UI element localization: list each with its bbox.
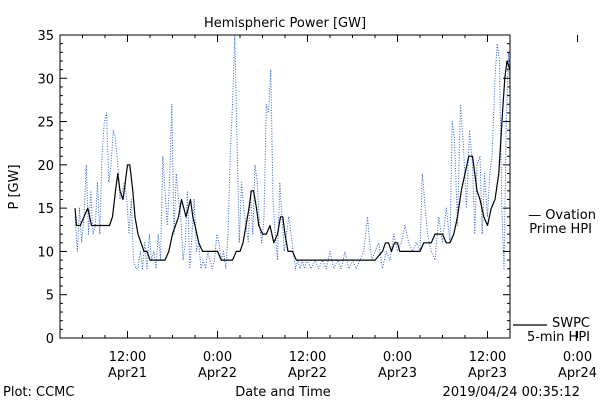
plot-area: 0510152025303512:00Apr210:00Apr2212:00Ap… [37, 29, 597, 381]
x-tick-time-label: 12:00 [469, 350, 506, 365]
legend-ovation-line2: Prime HPI [529, 222, 592, 237]
plot-timestamp: 2019/04/24 00:35:12 [443, 385, 580, 400]
legend-ovation-line1: — Ovation [528, 208, 596, 223]
legend-swpc-line2: 5-min HPI [527, 330, 590, 345]
y-tick-label: 10 [37, 245, 54, 260]
x-tick-time-label: 0:00 [203, 350, 232, 365]
x-tick-time-label: 12:00 [109, 350, 146, 365]
x-tick-date-label: Apr22 [198, 366, 237, 381]
y-tick-label: 15 [37, 202, 54, 217]
legend-swpc-line1: SWPC [552, 316, 590, 331]
x-axis-label: Date and Time [235, 385, 331, 400]
series-layer [74, 35, 510, 270]
x-tick-date-label: Apr22 [288, 366, 327, 381]
y-tick-label: 20 [37, 159, 54, 174]
swpc-hpi-line [74, 60, 510, 261]
x-tick-time-label: 0:00 [563, 350, 592, 365]
chart-title: Hemispheric Power [GW] [204, 16, 366, 31]
x-tick-time-label: 12:00 [289, 350, 326, 365]
y-tick-label: 0 [46, 332, 54, 347]
plot-credit: Plot: CCMC [3, 385, 74, 400]
y-tick-label: 30 [37, 72, 54, 87]
y-tick-label: 25 [37, 116, 54, 131]
x-tick-time-label: 0:00 [383, 350, 412, 365]
y-tick-label: 5 [46, 289, 54, 304]
x-tick-date-label: Apr23 [468, 366, 507, 381]
x-tick-date-label: Apr21 [108, 366, 147, 381]
y-axis-label: P [GW] [7, 164, 22, 209]
x-tick-date-label: Apr24 [558, 366, 597, 381]
plot-frame [59, 34, 511, 339]
ovation-prime-line [74, 35, 510, 270]
x-tick-date-label: Apr23 [378, 366, 417, 381]
y-tick-label: 35 [37, 29, 54, 44]
